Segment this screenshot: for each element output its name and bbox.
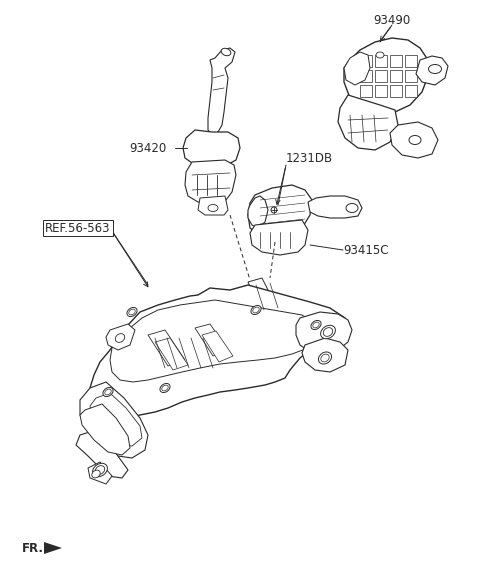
Polygon shape [390,122,438,158]
Polygon shape [208,48,235,135]
Polygon shape [390,55,402,67]
Text: FR.: FR. [22,542,44,555]
Polygon shape [344,38,428,115]
Polygon shape [405,85,417,97]
Polygon shape [80,404,130,455]
Polygon shape [264,310,290,336]
Polygon shape [248,196,268,228]
Polygon shape [198,196,228,215]
Polygon shape [106,324,135,350]
Text: 1231DB: 1231DB [286,152,333,164]
Ellipse shape [311,321,321,329]
Polygon shape [375,85,387,97]
Ellipse shape [253,307,259,313]
Polygon shape [416,56,448,85]
Polygon shape [185,160,236,202]
Ellipse shape [115,333,125,342]
Ellipse shape [92,470,100,478]
Ellipse shape [321,354,329,362]
Polygon shape [248,278,278,316]
Polygon shape [360,55,372,67]
Ellipse shape [96,466,105,474]
Polygon shape [360,70,372,82]
Ellipse shape [321,325,336,339]
Text: 93415C: 93415C [343,243,388,256]
Text: REF.56-563: REF.56-563 [45,222,111,235]
Ellipse shape [221,49,231,56]
Polygon shape [202,331,233,362]
Polygon shape [375,55,387,67]
Polygon shape [344,52,370,85]
Ellipse shape [162,385,168,391]
Polygon shape [44,542,62,554]
Ellipse shape [318,352,332,364]
Polygon shape [405,70,417,82]
Polygon shape [296,312,352,354]
Polygon shape [90,285,348,420]
Ellipse shape [129,309,135,315]
Ellipse shape [93,463,108,477]
Polygon shape [155,338,188,370]
Polygon shape [80,382,148,458]
Polygon shape [375,70,387,82]
Ellipse shape [105,389,111,395]
Ellipse shape [376,52,384,58]
Polygon shape [390,85,402,97]
Polygon shape [88,462,112,484]
Ellipse shape [429,64,442,74]
Polygon shape [360,85,372,97]
Text: 93490: 93490 [373,13,410,26]
Polygon shape [76,430,128,478]
Ellipse shape [208,205,218,212]
Polygon shape [308,196,362,218]
Ellipse shape [409,136,421,144]
Polygon shape [405,55,417,67]
Ellipse shape [313,322,319,328]
Ellipse shape [271,207,277,213]
Ellipse shape [251,305,261,315]
Polygon shape [302,338,348,372]
Ellipse shape [346,204,358,212]
Polygon shape [338,95,398,150]
Polygon shape [90,393,142,446]
Polygon shape [148,330,185,366]
Ellipse shape [103,387,113,397]
Ellipse shape [324,328,333,336]
Polygon shape [390,70,402,82]
Text: 93420: 93420 [130,142,167,154]
Ellipse shape [160,383,170,393]
Polygon shape [195,324,228,356]
Polygon shape [183,130,240,168]
Polygon shape [110,300,320,382]
Ellipse shape [127,308,137,316]
Polygon shape [248,185,312,238]
Polygon shape [250,220,308,255]
